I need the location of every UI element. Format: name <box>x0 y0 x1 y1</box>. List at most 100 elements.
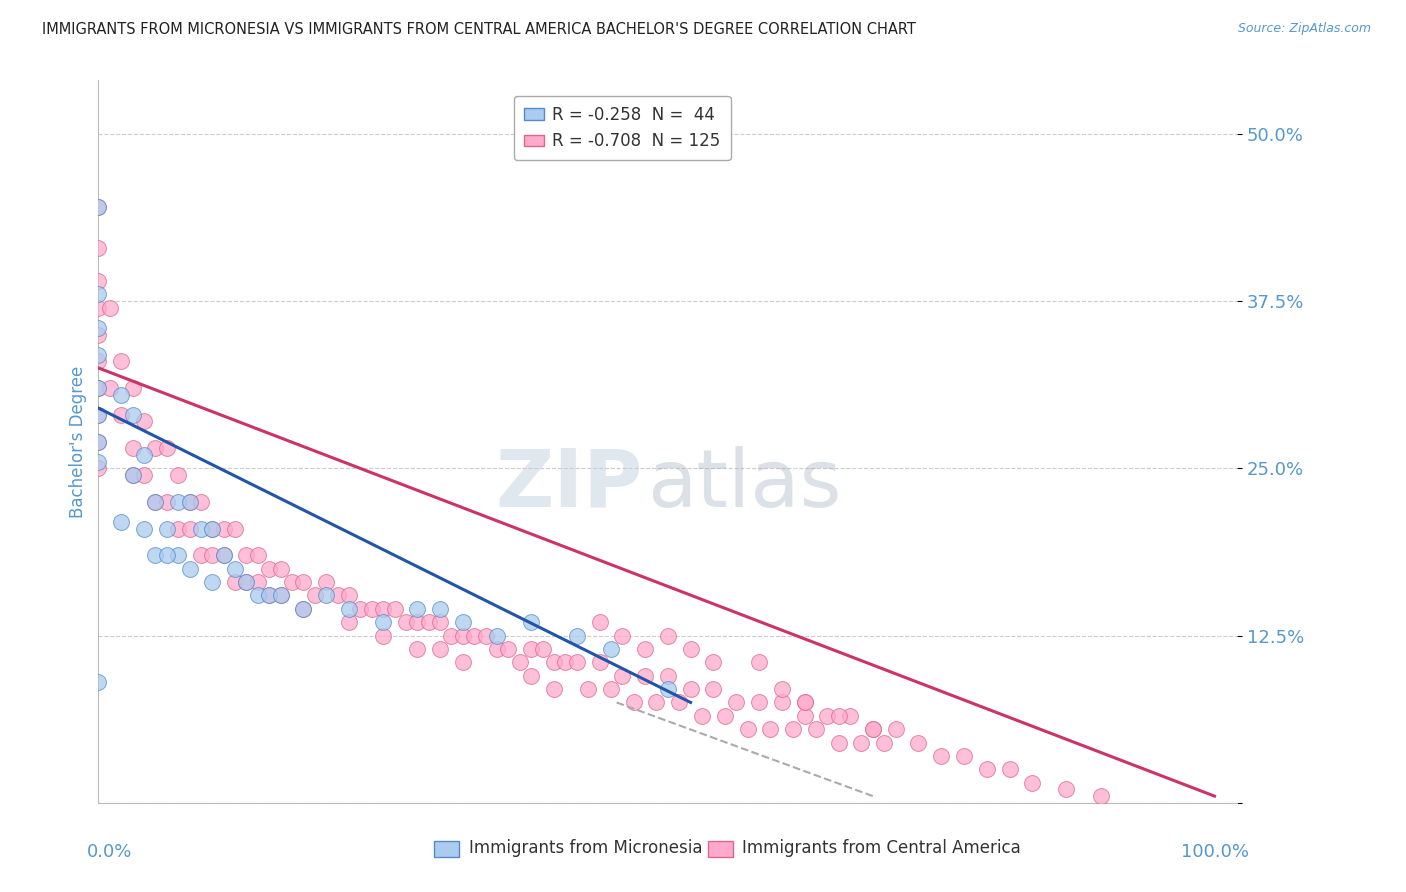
Point <box>224 562 246 576</box>
Point <box>360 602 382 616</box>
Point <box>201 521 224 535</box>
Point <box>259 589 281 603</box>
Point <box>270 562 292 576</box>
Point <box>246 548 269 563</box>
Text: atlas: atlas <box>647 446 842 524</box>
Point <box>828 708 851 723</box>
Point <box>714 708 737 723</box>
Text: Immigrants from Central America: Immigrants from Central America <box>742 838 1021 856</box>
Point <box>793 696 815 710</box>
Point <box>554 655 576 669</box>
Point <box>429 615 451 630</box>
Point <box>87 675 110 690</box>
Point <box>520 615 543 630</box>
Point <box>145 442 167 455</box>
Point <box>839 708 862 723</box>
Point <box>509 655 531 669</box>
Point <box>179 494 201 508</box>
Point <box>657 681 679 696</box>
Point <box>748 655 770 669</box>
Point <box>87 327 110 342</box>
Point <box>224 575 246 590</box>
Point <box>406 615 429 630</box>
Point <box>110 387 132 401</box>
Point <box>451 628 474 642</box>
Point <box>725 696 748 710</box>
Point <box>851 735 873 749</box>
Point <box>576 681 599 696</box>
Point <box>337 589 360 603</box>
Point <box>600 642 623 657</box>
Point <box>292 602 315 616</box>
Point <box>212 548 235 563</box>
Point <box>520 642 543 657</box>
Point <box>998 762 1021 776</box>
Point <box>463 628 485 642</box>
Text: Source: ZipAtlas.com: Source: ZipAtlas.com <box>1237 22 1371 36</box>
Point <box>270 589 292 603</box>
Point <box>110 515 132 529</box>
Point <box>156 494 179 508</box>
Point <box>224 521 246 535</box>
Point <box>246 589 269 603</box>
Point <box>292 575 315 590</box>
Point <box>259 562 281 576</box>
Point <box>132 467 155 482</box>
Point <box>451 615 474 630</box>
Point <box>486 642 509 657</box>
Point <box>167 548 190 563</box>
Point <box>98 381 121 395</box>
Point <box>132 521 155 535</box>
Point <box>440 628 463 642</box>
Point <box>235 575 257 590</box>
Point <box>121 467 143 482</box>
Point <box>418 615 440 630</box>
Point <box>748 696 770 710</box>
Point <box>87 408 110 422</box>
Point <box>498 642 520 657</box>
Text: 0.0%: 0.0% <box>87 843 132 861</box>
Point <box>451 655 474 669</box>
Point <box>304 589 326 603</box>
Point <box>156 548 179 563</box>
Point <box>87 381 110 395</box>
Point <box>634 642 657 657</box>
Point <box>179 521 201 535</box>
Point <box>486 628 509 642</box>
Point <box>623 696 645 710</box>
Point <box>828 735 851 749</box>
Point <box>326 589 349 603</box>
Point <box>235 575 257 590</box>
Point <box>384 602 406 616</box>
Text: 100.0%: 100.0% <box>1181 843 1249 861</box>
Point <box>371 615 394 630</box>
Point <box>759 723 782 737</box>
Point <box>371 628 394 642</box>
Point <box>929 749 952 764</box>
Point <box>315 589 337 603</box>
Point <box>349 602 371 616</box>
Point <box>156 521 179 535</box>
Point <box>588 655 610 669</box>
Legend: R = -0.258  N =  44, R = -0.708  N = 125: R = -0.258 N = 44, R = -0.708 N = 125 <box>515 95 731 161</box>
Bar <box>434 841 460 857</box>
Point <box>612 628 634 642</box>
Point <box>953 749 976 764</box>
Point <box>815 708 838 723</box>
Point <box>292 602 315 616</box>
Point <box>132 448 155 462</box>
Point <box>235 548 257 563</box>
Point <box>406 602 429 616</box>
Point <box>679 681 702 696</box>
Point <box>657 628 679 642</box>
Point <box>793 696 815 710</box>
Point <box>98 301 121 315</box>
Point <box>884 723 907 737</box>
Point <box>270 589 292 603</box>
Point <box>201 548 224 563</box>
Point <box>145 548 167 563</box>
Point <box>406 642 429 657</box>
Point <box>862 723 884 737</box>
Point <box>543 681 565 696</box>
Point <box>474 628 496 642</box>
